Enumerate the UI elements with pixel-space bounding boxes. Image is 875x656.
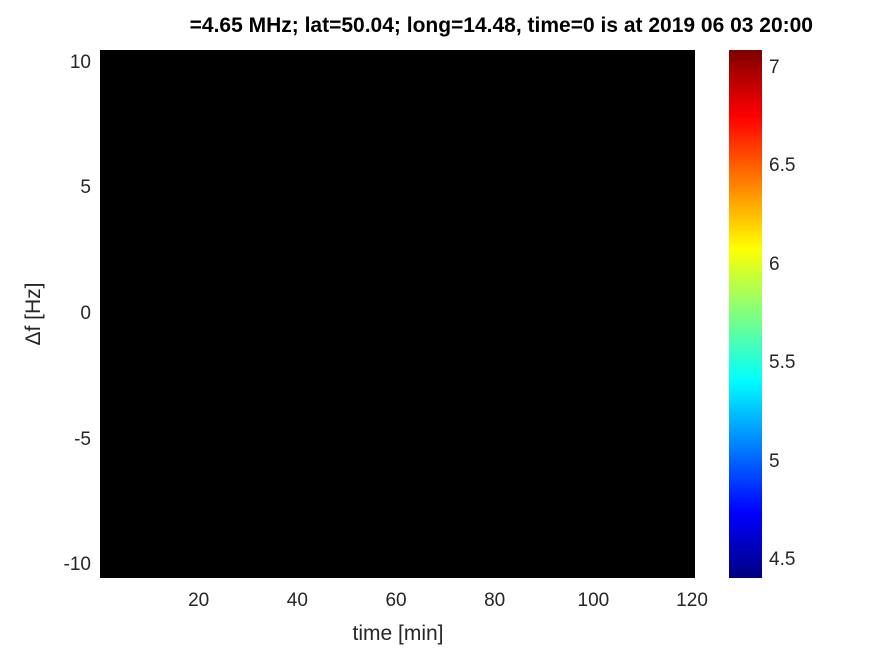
colorbar-tick-label: 6.5	[769, 155, 796, 177]
x-tick-label: 120	[676, 590, 708, 611]
y-tick-label: 10	[69, 51, 91, 73]
chart-title: =4.65 MHz; lat=50.04; long=14.48, time=0…	[189, 14, 813, 37]
colorbar-tick-label: 6	[769, 253, 780, 275]
y-tick-label: 0	[80, 303, 91, 324]
spectrogram-heatmap	[100, 50, 695, 578]
colorbar-tick-label: 5	[769, 450, 780, 472]
y-tick-label: 5	[80, 177, 91, 199]
colorbar-tick-label: 7	[769, 56, 780, 78]
x-tick-label: 80	[484, 590, 506, 611]
x-tick-label: 40	[286, 590, 308, 611]
x-tick-label: 60	[385, 590, 407, 611]
x-axis-label: time [min]	[352, 622, 444, 645]
colorbar-tick-label: 4.5	[769, 549, 796, 571]
colorbar	[729, 50, 762, 578]
y-tick-label: -10	[63, 554, 91, 576]
x-tick-label: 100	[577, 590, 610, 611]
colorbar-tick-label: 5.5	[769, 352, 796, 374]
x-tick-label: 20	[188, 590, 210, 611]
y-tick-label: -5	[74, 428, 91, 450]
y-axis-label: Δf [Hz]	[22, 282, 45, 346]
